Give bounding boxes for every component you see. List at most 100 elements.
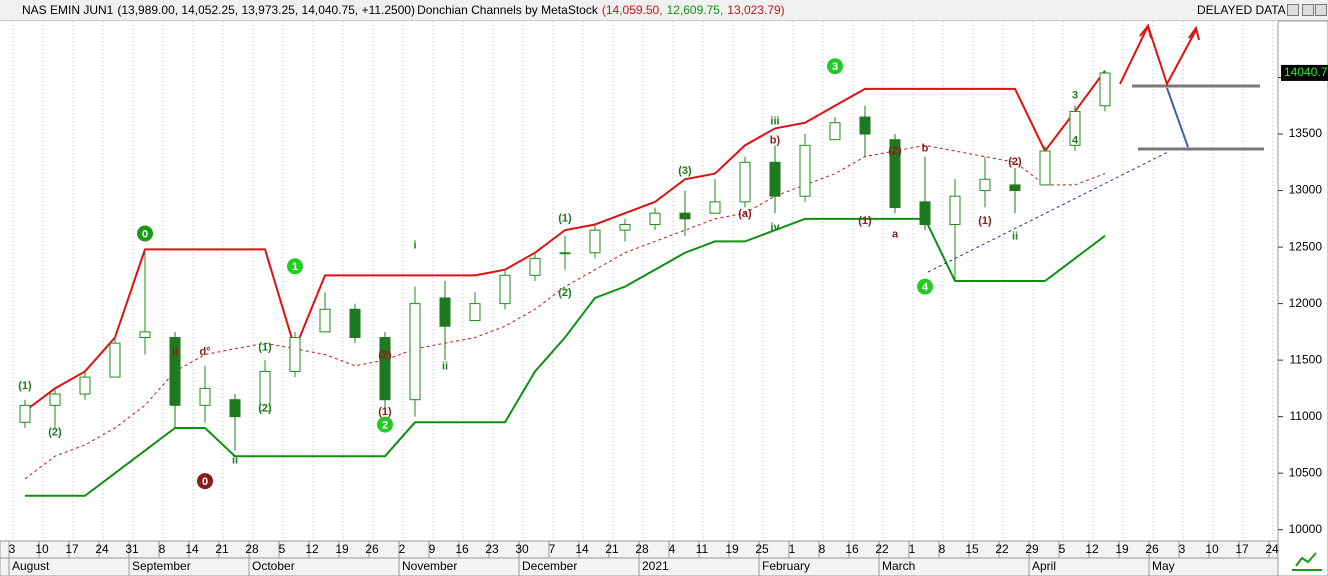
status: DELAYED DATA: [1197, 3, 1286, 17]
x-tick-label: 11: [696, 542, 709, 556]
wave-label: 1: [292, 261, 298, 273]
max-btn[interactable]: [1302, 4, 1314, 16]
restore-btn[interactable]: [1287, 4, 1299, 16]
x-tick-label: 19: [335, 542, 349, 556]
candle-body: [169, 337, 181, 406]
candle-body: [229, 399, 241, 418]
wave-circle: [377, 416, 393, 433]
y-tick-label: 12000: [1289, 296, 1323, 310]
x-tick-label: 16: [845, 542, 859, 556]
wave-circle: [197, 473, 213, 490]
trendline: [927, 151, 1169, 273]
ind-mid: 13,023.79): [727, 3, 785, 17]
wave-label: 0: [202, 476, 208, 488]
wave-label: (1): [978, 215, 992, 227]
x-tick-label: 15: [965, 542, 979, 556]
wave-label: ii: [442, 361, 448, 373]
x-tick-label: 14: [575, 542, 589, 556]
candle-body: [829, 122, 841, 141]
x-tick-label: 21: [215, 542, 229, 556]
candle-body: [49, 393, 61, 406]
x-tick-label: 30: [515, 542, 529, 556]
arrow-head: [1188, 25, 1200, 41]
x-tick-label: 12: [1085, 542, 1099, 556]
month-label: September: [132, 559, 191, 573]
wave-label: (1): [558, 213, 572, 225]
y-tick-label: 11000: [1290, 409, 1323, 423]
candle-body: [439, 297, 451, 327]
x-tick-label: 28: [635, 542, 649, 556]
x-tick-label: 8: [819, 542, 826, 556]
wave-circle: [827, 58, 843, 75]
wave-label: (1): [378, 406, 392, 418]
x-tick-label: 8: [159, 542, 166, 556]
candle-body: [19, 404, 31, 423]
wave-label: d°: [199, 346, 210, 358]
logo: [1292, 552, 1322, 571]
x-tick-label: 25: [755, 542, 769, 556]
x-tick-label: 17: [65, 542, 79, 556]
x-tick-label: 3: [9, 542, 16, 556]
wave-label: (1): [858, 215, 872, 227]
symbol: NAS EMIN JUN1: [22, 3, 114, 17]
candle-body: [679, 212, 691, 220]
ind-lower: 12,609.75,: [666, 3, 724, 17]
x-tick-label: 7: [549, 542, 556, 556]
candle-body: [799, 144, 811, 197]
candle-body: [1099, 72, 1111, 107]
month-label: March: [882, 559, 915, 573]
wave-label: (2): [258, 403, 272, 415]
wave-label: b): [770, 135, 781, 147]
candle-body: [319, 308, 331, 333]
wave-label: iii: [770, 115, 779, 127]
last-price: 14040.75: [1284, 65, 1328, 79]
x-tick-label: 19: [725, 542, 739, 556]
candle-body: [349, 308, 361, 339]
x-tick-label: 28: [245, 542, 259, 556]
candle-body: [649, 212, 661, 225]
month-label: August: [12, 559, 50, 573]
x-tick-label: 17: [1235, 542, 1249, 556]
candle-body: [889, 139, 901, 209]
candle-body: [859, 116, 871, 135]
wave-label: 3: [1072, 89, 1078, 101]
month-label: February: [762, 559, 810, 573]
x-tick-label: 5: [1059, 542, 1066, 556]
last-price-box: [1281, 64, 1328, 81]
y-tick-label: 13500: [1289, 126, 1323, 140]
x-tick-label: 22: [875, 542, 889, 556]
wave-label: (1): [18, 380, 32, 392]
x-tick-label: 8: [939, 542, 946, 556]
y-tick-label: 10500: [1289, 465, 1323, 479]
wave-label: (2): [888, 145, 902, 157]
x-tick-label: 4: [669, 542, 676, 556]
wave-circle: [917, 278, 933, 295]
candle-body: [79, 376, 91, 395]
indicator: Donchian Channels by MetaStock: [417, 3, 598, 17]
candle-body: [109, 342, 121, 378]
wave-circle: [287, 258, 303, 275]
wave-circle: [137, 225, 153, 242]
x-tick-label: 10: [35, 542, 49, 556]
x-tick-label: 5: [279, 542, 286, 556]
candle-body: [979, 178, 991, 192]
y-tick-label: 10000: [1289, 522, 1323, 536]
candle-body: [739, 161, 751, 203]
candle-body: [139, 331, 151, 339]
close-btn[interactable]: [1315, 4, 1327, 16]
candle-body: [1069, 110, 1081, 146]
candle-body: [619, 223, 631, 231]
y-tick-label: 12500: [1289, 239, 1323, 253]
x-tick-label: 2: [399, 542, 406, 556]
quote: (13,989.00, 14,052.25, 13,973.25, 14,040…: [117, 3, 416, 17]
wave-label: 2: [382, 419, 388, 431]
x-tick-label: 3: [1179, 542, 1186, 556]
wave-label: (2): [558, 287, 572, 299]
ind-upper: (14,059.50,: [601, 3, 663, 17]
y-tick-label: 13000: [1289, 183, 1323, 197]
x-tick-label: 9: [429, 542, 436, 556]
candle-body: [199, 387, 211, 406]
wave-label: a: [892, 228, 899, 240]
candle-body: [949, 195, 961, 225]
